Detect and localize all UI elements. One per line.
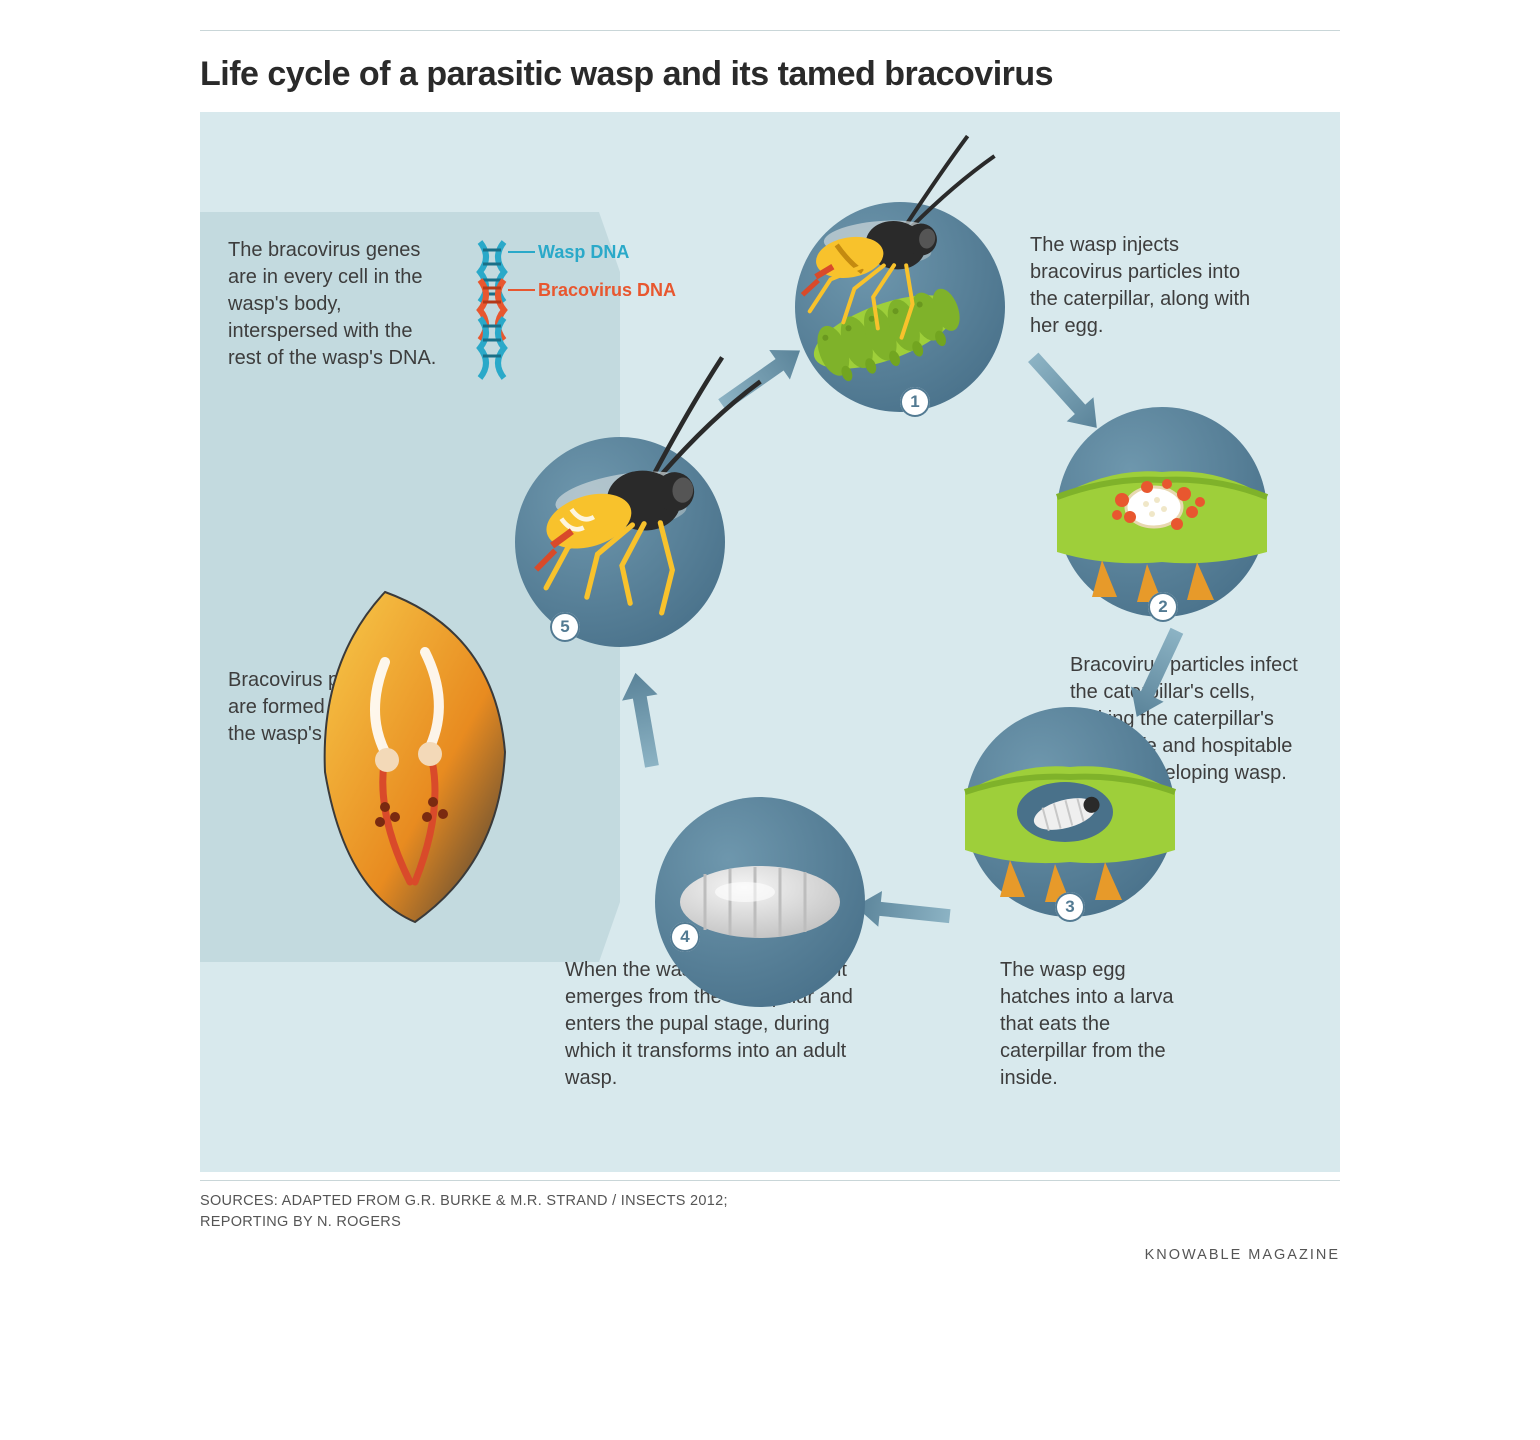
infographic-panel: The bracovirus genes are in every cell i… xyxy=(200,112,1340,1172)
sources-line-1: SOURCES: ADAPTED FROM G.R. BURKE & M.R. … xyxy=(200,1193,728,1209)
stage-4 xyxy=(655,797,865,1007)
stage-3 xyxy=(965,707,1175,917)
ovary-icon xyxy=(325,592,505,922)
top-rule xyxy=(200,30,1340,31)
stage-5 xyxy=(515,343,762,647)
infographic-frame: Life cycle of a parasitic wasp and its t… xyxy=(0,0,1540,1313)
bottom-rule xyxy=(200,1180,1340,1181)
magazine-credit: KNOWABLE MAGAZINE xyxy=(1145,1247,1340,1263)
page-title: Life cycle of a parasitic wasp and its t… xyxy=(200,55,1340,94)
sources-text: SOURCES: ADAPTED FROM G.R. BURKE & M.R. … xyxy=(200,1191,1340,1233)
badge-1: 1 xyxy=(900,387,930,417)
stage-2 xyxy=(1057,407,1267,617)
badge-2: 2 xyxy=(1148,592,1178,622)
badge-5: 5 xyxy=(550,612,580,642)
artwork-svg xyxy=(200,112,1340,1172)
stage-1 xyxy=(795,113,1005,412)
badge-4: 4 xyxy=(670,922,700,952)
dna-icon xyxy=(480,242,535,378)
sources-line-2: REPORTING BY N. ROGERS xyxy=(200,1214,401,1230)
badge-3: 3 xyxy=(1055,892,1085,922)
